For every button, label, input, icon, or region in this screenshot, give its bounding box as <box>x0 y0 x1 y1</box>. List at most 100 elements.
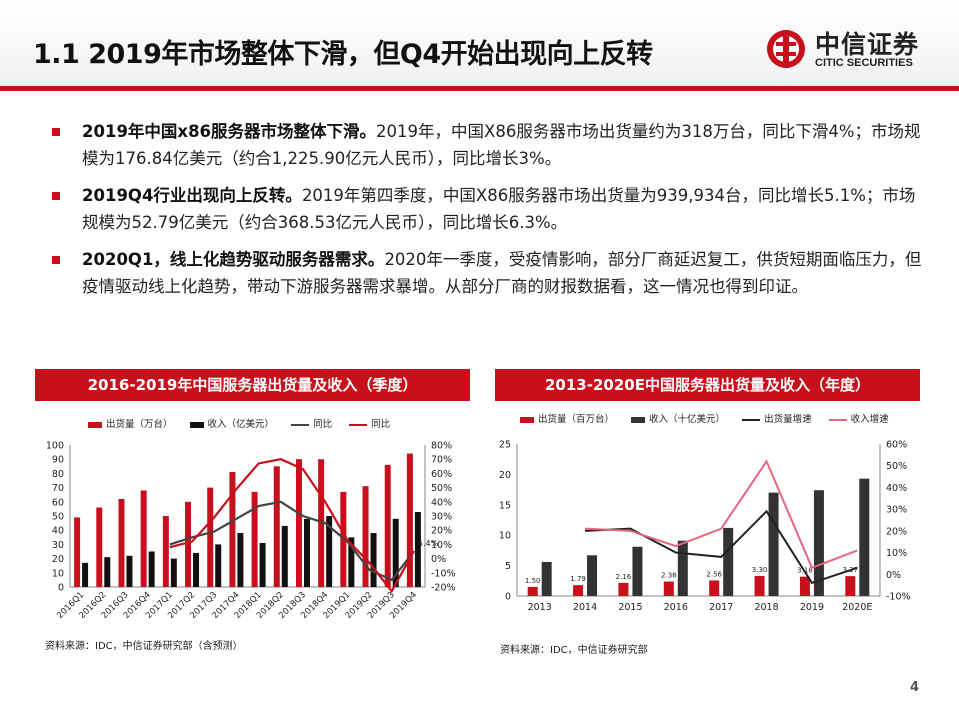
legend-item: 同比 <box>349 416 390 430</box>
chart-2: 0 5 10 15 20 25 -10% 0% 10% 20% 30% 40% 50% 60% 1.50 1.… <box>499 440 911 614</box>
legend-label: 出货量增速 <box>764 414 812 425</box>
bullet-list: 2019年中国x86服务器市场整体下滑。2019年，中国X86服务器市场出货量约… <box>52 118 922 310</box>
y-tick-label-right: 10% <box>886 548 907 559</box>
y-tick-label-left: 10 <box>52 568 64 579</box>
y-tick-label-right: 0% <box>886 570 901 581</box>
logo-text-en: CITIC SECURITIES <box>815 57 913 69</box>
y-tick-label-left: 80 <box>52 469 64 480</box>
bar <box>318 459 325 587</box>
bullet-item: 2019Q4行业出现向上反转。2019年第四季度，中国X86服务器市场出货量为9… <box>52 182 922 236</box>
bullet-item: 2020Q1，线上化趋势驱动服务器需求。2020年一季度，受疫情影响，部分厂商延… <box>52 246 922 300</box>
bar <box>185 501 192 587</box>
data-label: 2.56 <box>706 570 722 578</box>
bullet-text: 2019年第四季度，中国X86服务器市场出货量为939,934台，同比增长5.1… <box>82 186 916 232</box>
bar <box>723 527 734 596</box>
data-label: 1.50 <box>525 577 541 585</box>
bullet-square-icon <box>52 256 60 264</box>
logo-text-cn: 中信证券 <box>815 30 920 59</box>
x-tick-label: 2013 <box>528 602 552 613</box>
annotation: 5.4% <box>418 539 439 548</box>
series-line <box>169 500 415 582</box>
bar <box>845 576 856 596</box>
citic-logo: 中信证券 CITIC SECURITIES <box>765 25 940 75</box>
x-tick-label: 2015 <box>618 602 642 613</box>
chart-2-legend: 出货量（百万台） 收入（十亿美元） 出货量增速 收入增速 <box>520 411 903 425</box>
bar <box>126 555 133 587</box>
bar <box>392 518 399 587</box>
x-tick-label: 2017 <box>709 602 733 613</box>
y-tick-label-right: 50% <box>886 461 907 472</box>
title-bar: 1.1 2019年市场整体下滑，但Q4开始出现向上反转 中信证券 CITIC S… <box>0 0 959 86</box>
bar <box>193 552 200 587</box>
y-tick-label-left: 5 <box>505 561 511 572</box>
y-tick-label-right: 60% <box>431 469 452 480</box>
y-tick-label-left: 30 <box>52 540 64 551</box>
page-title: 1.1 2019年市场整体下滑，但Q4开始出现向上反转 <box>33 39 653 70</box>
legend-label: 出货量（万台） <box>106 419 173 430</box>
legend-item: 收入增速 <box>828 411 889 425</box>
citic-logo-icon <box>767 30 805 68</box>
chart-2-title: 2013-2020E中国服务器出货量及收入（年度） <box>495 369 920 401</box>
y-tick-label-right: -10% <box>431 568 456 579</box>
bar <box>273 466 280 587</box>
y-tick-label-left: 100 <box>46 441 64 452</box>
y-tick-label-right: 30% <box>431 512 452 523</box>
bar <box>709 580 720 596</box>
y-tick-label-left: 15 <box>499 500 511 511</box>
bar <box>281 525 288 587</box>
y-tick-label-left: 20 <box>52 554 64 565</box>
legend-label: 同比 <box>371 419 391 430</box>
bar <box>859 478 870 596</box>
legend-label: 同比 <box>313 419 333 430</box>
bullet-text: 2019年，中国X86服务器市场出货量约为318万台，同比下滑4%；市场规模为1… <box>82 122 921 168</box>
y-tick-label-left: 0 <box>58 583 64 594</box>
bar <box>118 498 125 587</box>
y-tick-label-right: 20% <box>886 526 907 537</box>
chart-1-legend: 出货量（万台） 收入（亿美元） 同比 同比 <box>88 416 404 430</box>
bar <box>618 582 629 596</box>
chart-2-source: 资料来源：IDC，中信证券研究部 <box>500 645 648 656</box>
y-tick-label-right: 60% <box>886 440 907 451</box>
bar <box>237 533 244 587</box>
bar <box>541 561 552 596</box>
data-label: 3.30 <box>752 566 768 574</box>
bar <box>229 471 236 587</box>
bar <box>104 557 111 587</box>
bullet-heading: 2019年中国x86服务器市场整体下滑。 <box>82 122 377 141</box>
bar <box>406 453 413 587</box>
legend-label: 收入增速 <box>850 414 889 425</box>
bar <box>295 459 302 587</box>
x-tick-label: 2019 <box>800 602 824 613</box>
legend-item: 收入（十亿美元） <box>631 411 725 425</box>
legend-label: 收入（亿美元） <box>207 419 275 430</box>
y-tick-label-right: 40% <box>886 483 907 494</box>
legend-item: 同比 <box>291 416 332 430</box>
bar <box>632 546 643 596</box>
y-tick-label-right: 10% <box>431 540 452 551</box>
bar <box>326 516 333 587</box>
data-label: 1.79 <box>570 575 586 583</box>
y-tick-label-right: 0% <box>431 554 446 565</box>
bullet-square-icon <box>52 192 60 200</box>
chart-1: 0 10 20 30 40 50 60 70 80 90 100 -20% -10% 0% 10% 20% 30… <box>46 441 456 621</box>
y-tick-label-left: 20 <box>499 470 511 481</box>
bar <box>768 492 779 596</box>
bar <box>170 558 177 587</box>
y-tick-label-left: 50 <box>52 512 64 523</box>
bar <box>74 517 81 587</box>
legend-item: 出货量增速 <box>742 411 812 425</box>
bar <box>414 512 421 587</box>
series-line <box>169 458 415 594</box>
legend-item: 出货量（百万台） <box>520 411 614 425</box>
bullet-square-icon <box>52 128 60 136</box>
x-tick-label: 2016 <box>664 602 688 613</box>
y-tick-label-right: 80% <box>431 441 452 452</box>
bar <box>303 518 310 587</box>
chart-1-source: 资料来源：IDC，中信证券研究部（含预测） <box>45 641 243 652</box>
data-label: 2.38 <box>661 572 677 580</box>
bar <box>96 507 103 587</box>
bar <box>251 491 258 587</box>
y-tick-label-left: 60 <box>52 497 64 508</box>
bar <box>754 575 765 596</box>
bar <box>677 540 688 596</box>
